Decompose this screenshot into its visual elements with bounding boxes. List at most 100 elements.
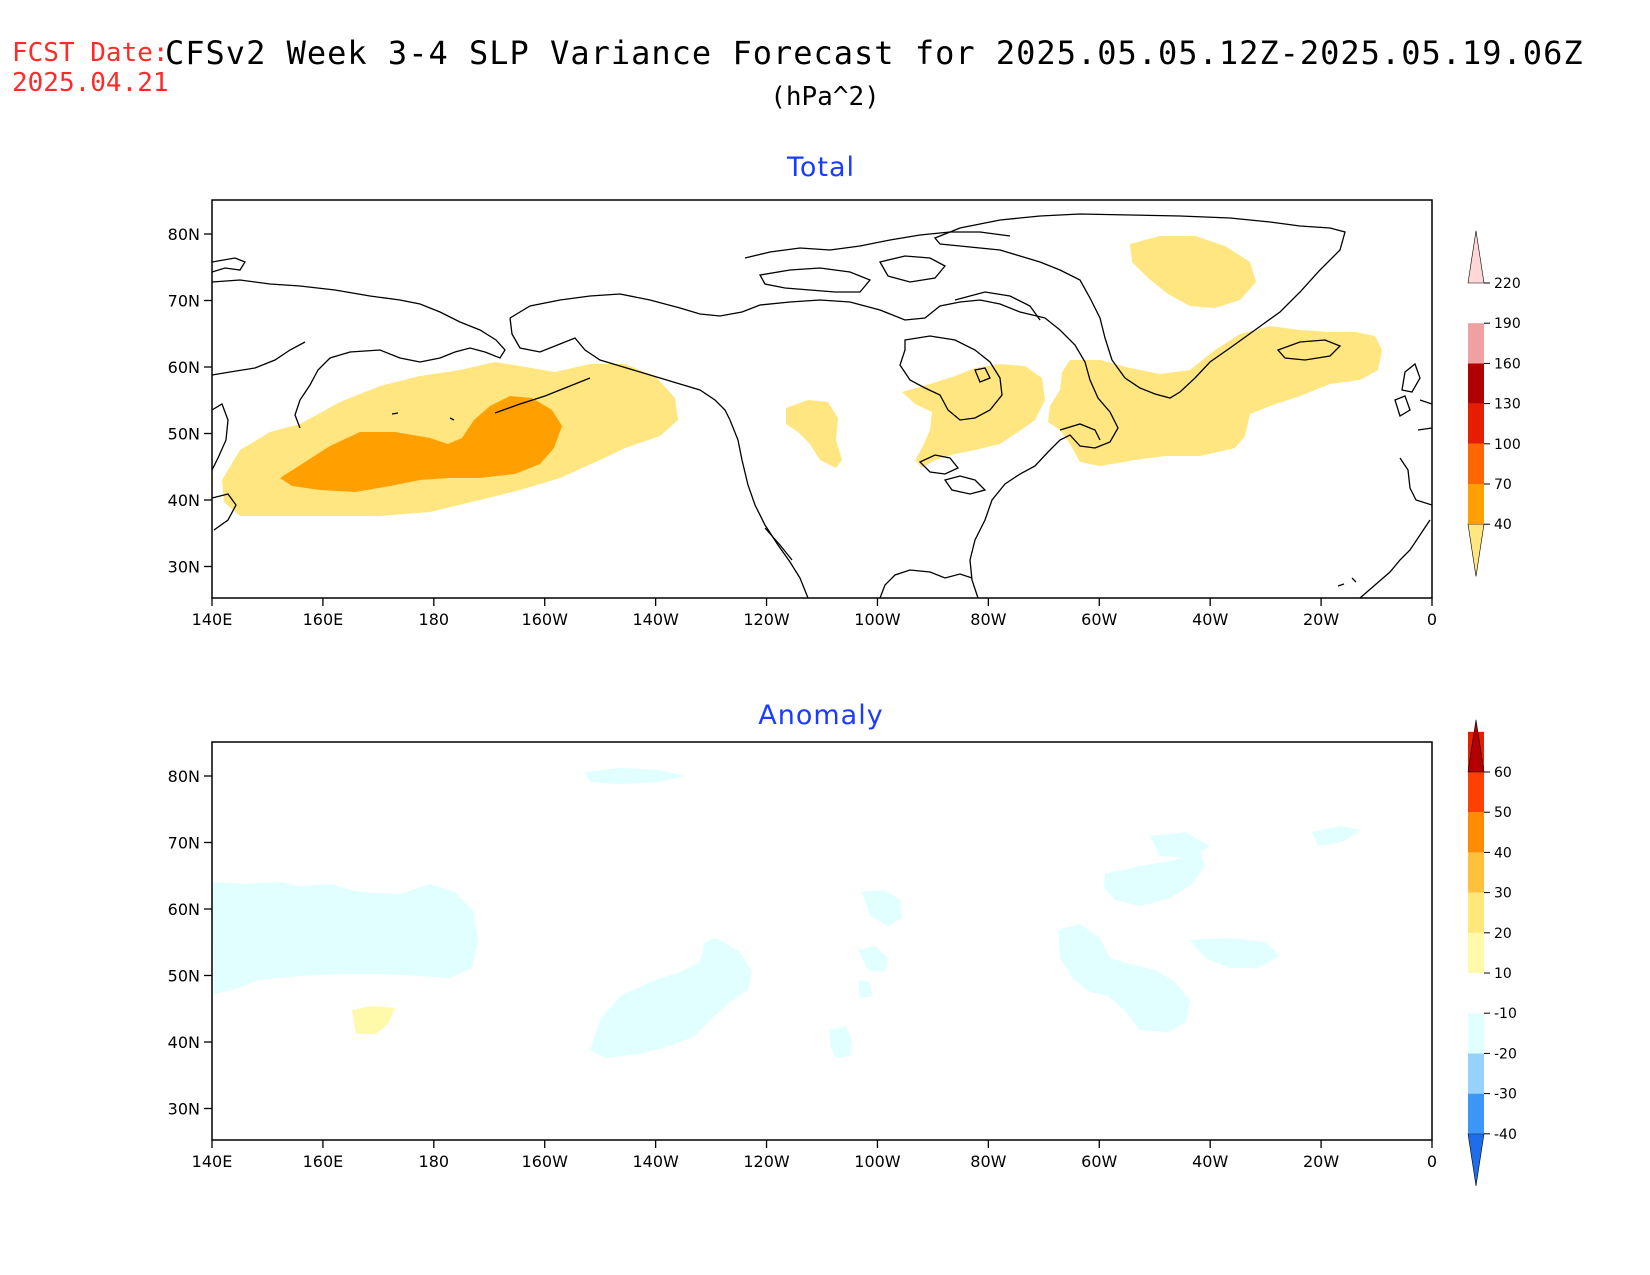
anomaly-map-frame: [211, 741, 1433, 1141]
colorbar-label: 50: [1494, 805, 1512, 821]
total-band-40-70-atlantic: [902, 364, 1045, 468]
lon-tick-label: 60W: [1081, 610, 1117, 629]
lon-tick-label: 160E: [303, 1152, 344, 1171]
colorbar-segment: [1468, 892, 1484, 933]
anomaly-shading: [212, 768, 1362, 1058]
colorbar-segment: [1468, 772, 1484, 813]
anomaly-positive-region: [352, 1006, 395, 1034]
lat-tick-label: 80N: [168, 767, 200, 786]
colorbar-label: -20: [1494, 1046, 1517, 1062]
colorbar-label: 220: [1494, 276, 1521, 292]
colorbar-segment: [1468, 932, 1484, 973]
panel-total: 140E 160E 180 160W 140W 120W 100W 80W 60W 40W 20W 0…: [168, 199, 1521, 629]
lon-tick-label: 180: [419, 610, 450, 629]
lat-tick-label: 40N: [168, 1033, 200, 1052]
total-lon-axis: 140E 160E 180 160W 140W 120W 100W 80W 60W 40W 20W 0: [192, 598, 1437, 629]
figure-title: CFSv2 Week 3-4 SLP Variance Forecast for…: [165, 34, 1584, 72]
anomaly-negative-region: [830, 1026, 852, 1058]
lon-tick-label: 80W: [970, 1152, 1006, 1171]
anomaly-negative-region: [1104, 850, 1205, 906]
total-colorbar: 40 70 100 130 160 190 220: [1467, 230, 1521, 577]
colorbar-label: -10: [1494, 1006, 1517, 1022]
colorbar-label: 190: [1494, 316, 1521, 332]
anomaly-negative-region: [590, 938, 752, 1058]
colorbar-segment: [1467, 230, 1485, 284]
lon-tick-label: 140E: [192, 610, 233, 629]
lon-tick-label: 100W: [854, 610, 901, 629]
lon-tick-label: 140W: [632, 610, 679, 629]
anomaly-negative-region: [1150, 832, 1210, 858]
colorbar-segment: [1467, 1133, 1485, 1187]
colorbar-segment: [1467, 523, 1485, 577]
forecast-date-value: 2025.04.21: [12, 68, 169, 98]
lon-tick-label: 20W: [1303, 610, 1339, 629]
figure-units: (hPa^2): [770, 82, 880, 112]
lon-tick-label: 140W: [632, 1152, 679, 1171]
total-map-frame: [211, 199, 1433, 599]
colorbar-label: 40: [1494, 517, 1512, 533]
lon-tick-label: 80W: [970, 610, 1006, 629]
lat-tick-label: 60N: [168, 900, 200, 919]
colorbar-segment: [1468, 973, 1484, 1014]
colorbar-segment: [1468, 852, 1484, 893]
total-shading: [222, 236, 1382, 516]
colorbar-segment: [1468, 403, 1484, 444]
colorbar-segment: [1468, 812, 1484, 853]
colorbar-label: 10: [1494, 966, 1512, 982]
lat-tick-label: 50N: [168, 967, 200, 986]
anomaly-negative-region: [858, 946, 888, 972]
panel-title-anomaly: Anomaly: [758, 700, 884, 731]
anomaly-negative-region: [1190, 938, 1280, 968]
colorbar-label: 100: [1494, 437, 1521, 453]
lon-tick-label: 160W: [522, 1152, 569, 1171]
lon-tick-label: 40W: [1192, 1152, 1228, 1171]
lat-tick-label: 30N: [168, 558, 200, 577]
anomaly-lat-axis: 80N 70N 60N 50N 40N 30N: [168, 767, 212, 1119]
colorbar-label: 40: [1494, 845, 1512, 861]
total-lat-axis: 80N 70N 60N 50N 40N 30N: [168, 225, 212, 577]
lat-tick-label: 70N: [168, 834, 200, 853]
anomaly-negative-region: [585, 768, 685, 784]
anomaly-negative-region: [212, 882, 478, 994]
colorbar-label: 130: [1494, 397, 1521, 413]
colorbar-label: 30: [1494, 886, 1512, 902]
colorbar-label: 60: [1494, 765, 1512, 781]
lat-tick-label: 80N: [168, 225, 200, 244]
lon-tick-label: 100W: [854, 1152, 901, 1171]
total-band-40-70-central: [786, 400, 842, 468]
anomaly-lon-axis: 140E 160E 180 160W 140W 120W 100W 80W 60W 40W 20W 0: [192, 1140, 1437, 1171]
total-band-40-70-pacific: [222, 362, 678, 516]
colorbar-label: 160: [1494, 356, 1521, 372]
colorbar-segment: [1468, 363, 1484, 404]
colorbar-segment: [1468, 1053, 1484, 1094]
lat-tick-label: 50N: [168, 425, 200, 444]
panel-anomaly: 140E 160E 180 160W 140W 120W 100W 80W 60W 40W 20W 0…: [168, 719, 1517, 1187]
anomaly-negative-region: [862, 890, 902, 926]
anomaly-negative-region: [858, 980, 872, 998]
colorbar-segment: [1468, 323, 1484, 364]
lon-tick-label: 60W: [1081, 1152, 1117, 1171]
lon-tick-label: 20W: [1303, 1152, 1339, 1171]
lon-tick-label: 140E: [192, 1152, 233, 1171]
colorbar-segment: [1468, 1013, 1484, 1054]
lat-tick-label: 30N: [168, 1100, 200, 1119]
total-band-40-70-greenland: [1130, 236, 1256, 308]
anomaly-negative-region: [1312, 826, 1362, 846]
lon-tick-label: 180: [419, 1152, 450, 1171]
lat-tick-label: 70N: [168, 292, 200, 311]
colorbar-label: 70: [1494, 477, 1512, 493]
colorbar-segment: [1467, 719, 1485, 773]
colorbar-label: 20: [1494, 926, 1512, 942]
total-band-40-70-north-atlantic: [1048, 326, 1382, 466]
lon-tick-label: 120W: [743, 610, 790, 629]
lat-tick-label: 40N: [168, 491, 200, 510]
total-band-70-100: [280, 396, 562, 492]
lon-tick-label: 0: [1427, 1152, 1437, 1171]
colorbar-segment: [1468, 443, 1484, 484]
panel-title-total: Total: [786, 152, 856, 183]
colorbar-label: -30: [1494, 1087, 1517, 1103]
forecast-date-block: FCST Date: 2025.04.21: [12, 38, 169, 98]
lon-tick-label: 160E: [303, 610, 344, 629]
lon-tick-label: 0: [1427, 610, 1437, 629]
